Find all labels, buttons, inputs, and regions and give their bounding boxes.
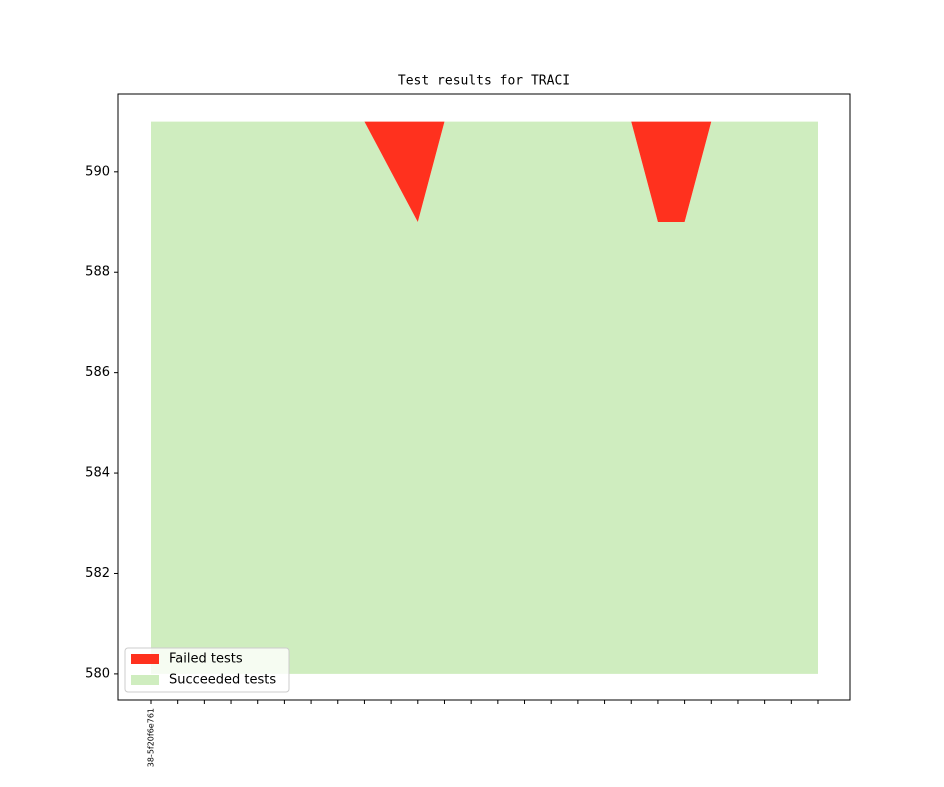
- legend-swatch: [131, 654, 159, 664]
- plot-frame: [117, 93, 851, 701]
- legend-swatch: [131, 675, 159, 685]
- area: [151, 121, 818, 223]
- legend-box: [124, 647, 290, 693]
- y-tick-label: 590: [85, 164, 110, 179]
- area: [151, 121, 818, 674]
- legend-label: Succeeded tests: [169, 673, 276, 688]
- legend-label: Failed tests: [169, 652, 243, 667]
- chart-title: Test results for TRACI: [398, 74, 570, 89]
- y-tick-label: 580: [85, 666, 110, 681]
- y-tick-label: 584: [85, 466, 110, 481]
- x-tick-label: 38-5f20f6e761: [147, 708, 156, 767]
- y-tick-label: 582: [85, 566, 110, 581]
- y-tick-label: 586: [85, 365, 110, 380]
- y-tick-label: 588: [85, 265, 110, 280]
